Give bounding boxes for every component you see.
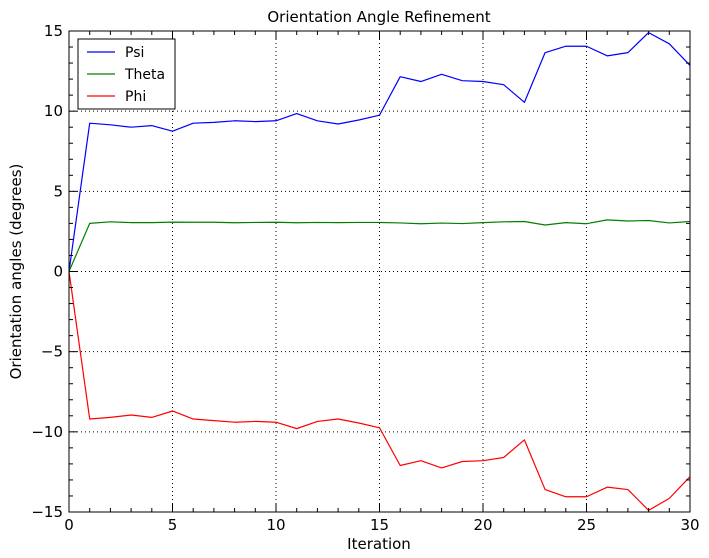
- x-tick-label: 0: [64, 516, 74, 534]
- x-tick-labels: 0 5 10 15 20 25 30: [64, 516, 699, 534]
- axis-ticks: [68, 30, 691, 513]
- y-tick-label: −15: [31, 503, 63, 521]
- legend-label-psi: Psi: [125, 45, 144, 61]
- x-tick-label: 5: [168, 516, 178, 534]
- y-tick-label: 15: [44, 22, 63, 40]
- y-tick-label: −5: [41, 343, 63, 361]
- series-line-theta: [68, 219, 691, 272]
- legend: Psi Theta Phi: [77, 38, 176, 110]
- chart-title: Orientation Angle Refinement: [267, 8, 490, 26]
- x-tick-label: 25: [577, 516, 596, 534]
- y-axis-label: Orientation angles (degrees): [7, 164, 25, 380]
- x-tick-label: 15: [370, 516, 389, 534]
- x-tick-label: 20: [473, 516, 492, 534]
- series-lines: [68, 32, 691, 511]
- x-tick-label: 10: [266, 516, 285, 534]
- y-tick-label: 10: [44, 102, 63, 120]
- y-tick-label: −10: [31, 423, 63, 441]
- series-line-phi: [68, 271, 691, 511]
- y-tick-labels: −15 −10 −5 0 5 10 15: [31, 22, 63, 521]
- legend-label-theta: Theta: [124, 67, 165, 83]
- series-line-psi: [68, 32, 691, 272]
- x-axis-label: Iteration: [347, 535, 411, 553]
- y-tick-label: 0: [53, 263, 63, 281]
- x-tick-label: 30: [680, 516, 699, 534]
- legend-label-phi: Phi: [125, 89, 146, 105]
- y-tick-label: 5: [53, 182, 63, 200]
- grid: [69, 31, 690, 512]
